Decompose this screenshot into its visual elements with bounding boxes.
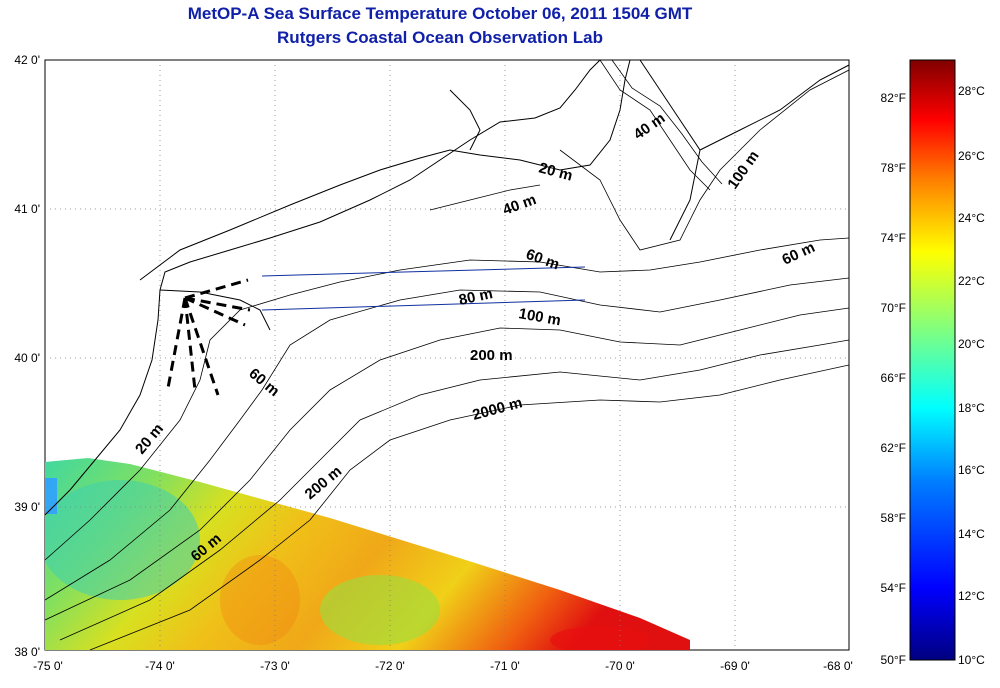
colorbar-f-label: 54°F	[881, 581, 906, 595]
colorbar-c-label: 18°C	[958, 401, 985, 415]
colorbar-f-label: 82°F	[881, 91, 906, 105]
lon-label: -68 0'	[823, 659, 853, 673]
coastline	[45, 60, 849, 516]
contour-label: 200 m	[470, 347, 513, 364]
map-subtitle: Rutgers Coastal Ocean Observation Lab	[277, 28, 603, 47]
lon-label: -70 0'	[605, 659, 635, 673]
colorbar-f-label: 58°F	[881, 511, 906, 525]
lon-label: -72 0'	[375, 659, 405, 673]
lat-label: 38 0'	[14, 645, 40, 659]
lon-label: -71 0'	[490, 659, 520, 673]
lat-label: 40 0'	[14, 351, 40, 365]
colorbar-fahrenheit-labels: 82°F 78°F 74°F 70°F 66°F 62°F 58°F 54°F …	[881, 91, 906, 667]
sst-swath	[45, 458, 690, 650]
contour-label: 80 m	[457, 285, 494, 309]
lat-label: 41 0'	[14, 202, 40, 216]
colorbar-c-label: 16°C	[958, 463, 985, 477]
colorbar-celsius-labels: 28°C 26°C 24°C 22°C 20°C 18°C 16°C 14°C …	[958, 84, 985, 667]
colorbar-c-label: 28°C	[958, 84, 985, 98]
map-title: MetOP-A Sea Surface Temperature October …	[187, 4, 693, 23]
transect-lines	[261, 266, 586, 311]
lon-label: -74 0'	[145, 659, 175, 673]
bathymetry-contours	[45, 60, 849, 650]
colorbar-c-label: 26°C	[958, 149, 985, 163]
colorbar-c-label: 20°C	[958, 337, 985, 351]
colorbar-c-label: 12°C	[958, 589, 985, 603]
lat-label: 42 0'	[14, 53, 40, 67]
lon-label: -69 0'	[720, 659, 750, 673]
colorbar-f-label: 62°F	[881, 441, 906, 455]
colorbar-c-label: 22°C	[958, 274, 985, 288]
colorbar-f-label: 74°F	[881, 231, 906, 245]
colorbar-c-label: 10°C	[958, 653, 985, 667]
colorbar	[909, 59, 956, 661]
colorbar-f-label: 66°F	[881, 371, 906, 385]
colorbar-c-label: 24°C	[958, 211, 985, 225]
lon-label: -73 0'	[260, 659, 290, 673]
lon-label: -75 0'	[33, 659, 63, 673]
longitude-labels: -75 0' -74 0' -73 0' -72 0' -71 0' -70 0…	[33, 659, 853, 673]
lat-label: 39 0'	[14, 500, 40, 514]
colorbar-f-label: 78°F	[881, 161, 906, 175]
latitude-labels: 42 0' 41 0' 40 0' 39 0' 38 0'	[14, 53, 40, 659]
map-grid	[45, 60, 849, 650]
colorbar-c-label: 14°C	[958, 527, 985, 541]
colorbar-f-label: 70°F	[881, 301, 906, 315]
colorbar-f-label: 50°F	[881, 653, 906, 667]
radial-lines	[166, 278, 251, 396]
